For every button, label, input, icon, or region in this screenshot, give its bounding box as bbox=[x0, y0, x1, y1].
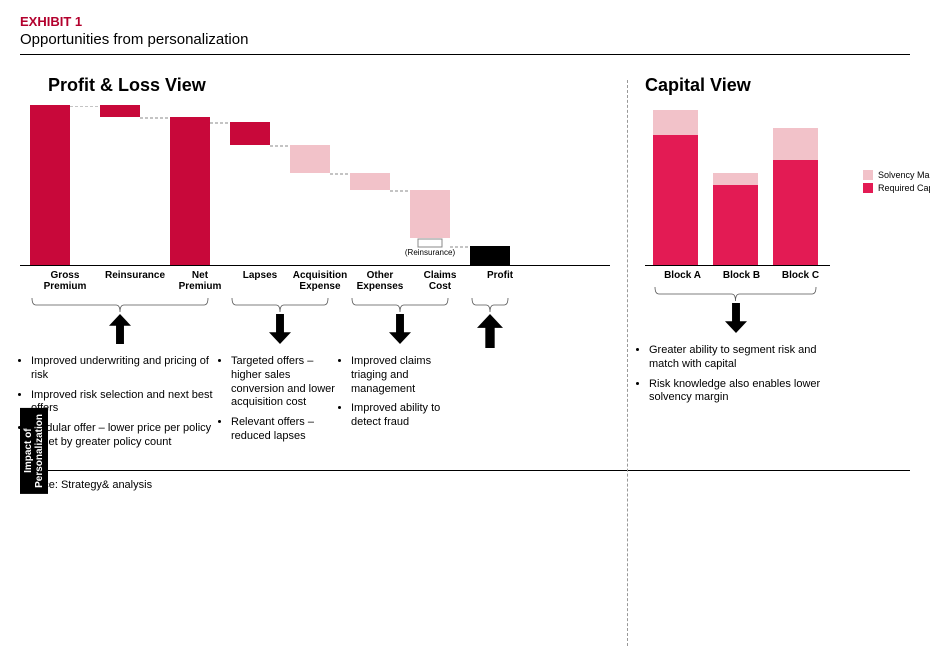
pl-annotations: Improved underwriting and pricing of ris… bbox=[20, 296, 610, 456]
arrow-up-icon bbox=[477, 314, 503, 348]
capital-bullets: Greater ability to segment risk and matc… bbox=[633, 344, 838, 411]
arrow-up-icon bbox=[109, 314, 131, 349]
arrow-up-icon bbox=[477, 314, 503, 353]
annotation-block: Targeted offers – higher sales conversio… bbox=[230, 296, 330, 456]
source-note: Source: Strategy& analysis bbox=[20, 479, 910, 491]
bar-net bbox=[170, 117, 210, 265]
annotation-block bbox=[470, 296, 510, 456]
arrow-down-icon bbox=[269, 314, 291, 344]
annotation-bullets: Improved claims triaging and managementI… bbox=[335, 355, 465, 436]
legend-label: Solvency Margin bbox=[878, 170, 930, 180]
capital-annotation: Greater ability to segment risk and matc… bbox=[645, 285, 905, 411]
arrow-down-icon bbox=[389, 314, 411, 344]
capital-bar-labels: Block ABlock BBlock C bbox=[645, 270, 830, 281]
capital-bar-solvency bbox=[653, 110, 698, 135]
bar-other bbox=[350, 173, 390, 190]
bar-label: GrossPremium bbox=[30, 270, 100, 292]
legend-item: Solvency Margin bbox=[863, 170, 930, 180]
bar-gross bbox=[30, 105, 70, 265]
arrow-down-icon bbox=[725, 303, 747, 338]
annotation-bullets: Targeted offers – higher sales conversio… bbox=[215, 355, 345, 450]
bar-label: OtherExpenses bbox=[350, 270, 410, 292]
capital-bar-label: Block C bbox=[771, 270, 830, 281]
capital-bar-solvency bbox=[773, 128, 818, 160]
annotation-block: Improved underwriting and pricing of ris… bbox=[30, 296, 210, 456]
capital-title: Capital View bbox=[645, 75, 905, 96]
capital-annotation-block: Greater ability to segment risk and matc… bbox=[653, 285, 818, 411]
section-divider bbox=[627, 80, 628, 646]
pl-title: Profit & Loss View bbox=[48, 75, 610, 96]
capital-stacked-chart bbox=[645, 106, 830, 266]
bar-label: Profit bbox=[470, 270, 530, 292]
arrow-down-icon bbox=[725, 303, 747, 333]
bar-lapses bbox=[230, 122, 270, 145]
impact-label: Impact ofPersonalization bbox=[20, 408, 48, 494]
legend-item: Required Capital bbox=[863, 183, 930, 193]
capital-bar-required bbox=[773, 160, 818, 265]
capital-bar-label: Block A bbox=[653, 270, 712, 281]
bar-profit bbox=[470, 246, 510, 265]
arrow-down-icon bbox=[389, 314, 411, 349]
bar-label: NetPremium bbox=[170, 270, 230, 292]
capital-legend: Solvency Margin Required Capital bbox=[863, 170, 930, 196]
rule-bottom bbox=[20, 470, 910, 471]
exhibit-title: Opportunities from personalization bbox=[20, 31, 910, 48]
rule-top bbox=[20, 54, 910, 55]
exhibit-number: EXHIBIT 1 bbox=[20, 14, 910, 29]
bar-label: Lapses bbox=[230, 270, 290, 292]
legend-swatch bbox=[863, 183, 873, 193]
arrow-down-icon bbox=[269, 314, 291, 349]
capital-bar-required bbox=[653, 135, 698, 265]
bar-reins bbox=[100, 105, 140, 117]
capital-bar-label: Block B bbox=[712, 270, 771, 281]
pl-bar-labels: GrossPremiumReinsuranceNetPremiumLapsesA… bbox=[20, 270, 610, 292]
legend-swatch bbox=[863, 170, 873, 180]
bar-claims bbox=[410, 190, 450, 238]
annotation-block: Improved claims triaging and managementI… bbox=[350, 296, 450, 456]
reinsurance-note: (Reinsurance) bbox=[402, 248, 458, 257]
arrow-up-icon bbox=[109, 314, 131, 344]
capital-bar-required bbox=[713, 185, 758, 265]
pl-waterfall-chart: (Reinsurance) bbox=[20, 106, 610, 266]
legend-label: Required Capital bbox=[878, 183, 930, 193]
capital-bar-solvency bbox=[713, 173, 758, 185]
bar-acq bbox=[290, 145, 330, 173]
bar-label: ClaimsCost bbox=[410, 270, 470, 292]
bar-label: AcquisitionExpense bbox=[290, 270, 350, 292]
bar-label: Reinsurance bbox=[100, 270, 170, 292]
